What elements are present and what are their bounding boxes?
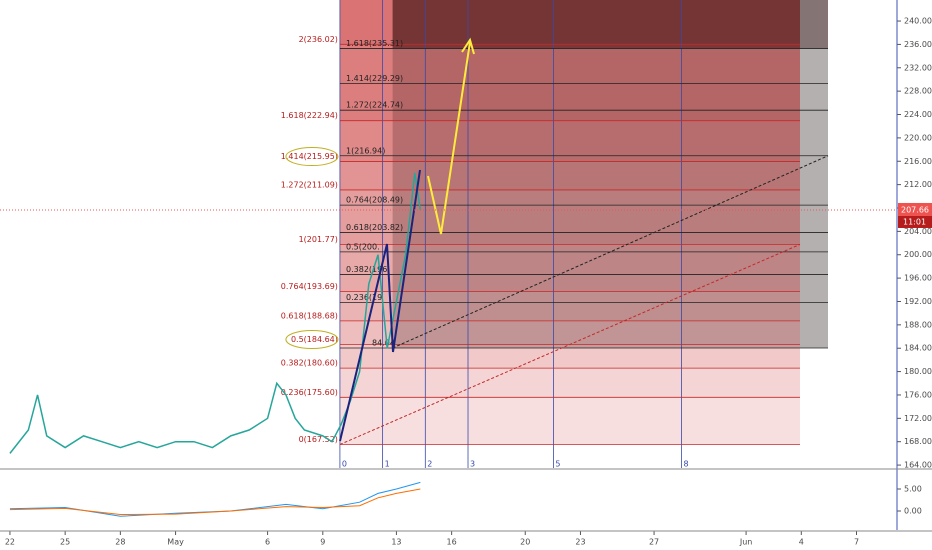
x-tick-label: 23 <box>575 538 585 547</box>
price-line <box>9 172 422 454</box>
fib-label: 1(216.94) <box>346 146 385 155</box>
x-tick-label: 7 <box>854 538 859 547</box>
y-tick-label: 240.00 <box>904 17 932 26</box>
macd-line <box>9 488 421 516</box>
x-tick-label: 27 <box>649 538 659 547</box>
trend-line <box>339 243 801 445</box>
y-tick-label: 228.00 <box>904 87 932 96</box>
fib-label: 0.618(188.68) <box>281 311 338 320</box>
x-tick-label: 13 <box>391 538 401 547</box>
time-zone-label: 2 <box>427 460 432 469</box>
fib-region <box>392 0 828 348</box>
fib-label: 2(236.02) <box>299 35 338 44</box>
y-tick-label: 172.00 <box>904 414 932 423</box>
y-tick-label: 204.00 <box>904 227 932 236</box>
macd-y-tick-label: 0.00 <box>904 506 922 515</box>
grid <box>9 20 901 535</box>
countdown-tag <box>898 215 932 228</box>
x-tick-label: 6 <box>265 538 270 547</box>
time-zone-label: 0 <box>342 460 347 469</box>
y-tick-label: 212.00 <box>904 180 932 189</box>
fib-band <box>339 344 800 369</box>
fib-label: 0.236(175.60) <box>281 388 338 397</box>
fib-label: 0.764(193.69) <box>281 282 338 291</box>
x-tick-label: May <box>167 538 184 547</box>
fib-label: 0.5(200. <box>346 242 380 251</box>
fib-band <box>339 397 800 445</box>
y-tick-label: 220.00 <box>904 133 932 142</box>
y-tick-label: 196.00 <box>904 274 932 283</box>
time-zone-label: 3 <box>470 460 475 469</box>
fib-label: 1.272(211.09) <box>281 180 338 189</box>
fib-label: 0.618(203.82) <box>346 223 403 232</box>
fib-band <box>339 320 800 345</box>
wave-drawing <box>339 169 421 442</box>
fib-label: 0.382(180.60) <box>281 359 338 368</box>
fib-label: 1.272(224.74) <box>346 101 403 110</box>
fib-top-band <box>392 0 828 49</box>
fib-label: 1.414(229.29) <box>346 74 403 83</box>
fib-label: 0.236(19 <box>346 293 382 302</box>
trend-line <box>392 155 829 349</box>
fib-band <box>339 368 800 398</box>
fib-band <box>339 291 800 321</box>
fib-label: 1(201.77) <box>299 235 338 244</box>
y-tick-label: 216.00 <box>904 157 932 166</box>
x-tick-label: 22 <box>5 538 15 547</box>
arrow-head <box>461 37 475 55</box>
time-zone-label: 1 <box>385 460 390 469</box>
y-tick-label: 188.00 <box>904 320 932 329</box>
highlight-ellipse <box>285 329 339 349</box>
fib-label: 1.618(222.94) <box>281 111 338 120</box>
y-tick-label: 184.00 <box>904 344 932 353</box>
y-tick-label: 164.00 <box>904 461 932 470</box>
y-tick-label: 232.00 <box>904 63 932 72</box>
macd-line <box>9 481 421 517</box>
x-tick-label: 16 <box>447 538 457 547</box>
y-tick-label: 168.00 <box>904 437 932 446</box>
fib-band <box>339 44 800 121</box>
y-tick-label: 200.00 <box>904 250 932 259</box>
fib-label: 1.618(235.31) <box>346 39 403 48</box>
fib-band <box>339 120 800 162</box>
time-zone-label: 5 <box>555 460 560 469</box>
y-tick-label: 236.00 <box>904 40 932 49</box>
fib-label: 0.5(184.64) <box>291 335 338 344</box>
fib-label: 0(167.52) <box>299 435 338 444</box>
drawings: 0 1 2 3 5 8 0(167.52) 0.236(175.60) 0.382(180.60… <box>0 0 897 469</box>
fib-label: 0.382(196 <box>346 265 387 274</box>
y-tick-label: 176.00 <box>904 390 932 399</box>
x-tick-label: 25 <box>60 538 70 547</box>
fib-label: 1.414(215.95) <box>281 152 338 161</box>
countdown-label: 11:01 <box>903 217 926 226</box>
fib-label: 84.04 <box>372 338 395 347</box>
fib-label: 0.764(208.49) <box>346 196 403 205</box>
fib-edge <box>800 0 828 348</box>
x-tick-label: Jun <box>739 538 753 547</box>
x-tick-label: 20 <box>520 538 530 547</box>
last-price-tag <box>898 202 932 216</box>
x-tick-label: 9 <box>320 538 325 547</box>
x-tick-label: 28 <box>115 538 125 547</box>
time-zone-label: 8 <box>683 460 688 469</box>
last-price-label: 207.66 <box>901 205 929 214</box>
y-tick-label: 192.00 <box>904 297 932 306</box>
macd-y-tick-label: 5.00 <box>904 485 922 494</box>
y-tick-label: 224.00 <box>904 110 932 119</box>
highlight-ellipse <box>285 147 339 167</box>
y-tick-label: 180.00 <box>904 367 932 376</box>
x-tick-label: 4 <box>799 538 804 547</box>
projection-arrow <box>427 41 471 235</box>
drawing-backgrounds <box>339 0 828 445</box>
